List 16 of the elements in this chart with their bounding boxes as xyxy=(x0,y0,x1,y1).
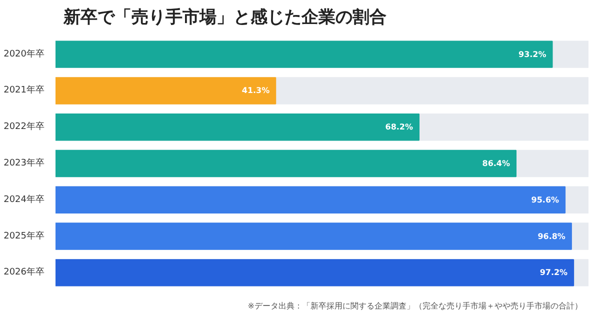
chart-title: 新卒で「売り手市場」と感じた企業の割合 xyxy=(62,8,386,28)
data-label: 96.8% xyxy=(538,232,566,241)
data-label: 41.3% xyxy=(242,86,270,96)
data-label: 93.2% xyxy=(518,50,546,59)
y-tick-label: 2026年卒 xyxy=(4,266,44,278)
data-label: 95.6% xyxy=(531,195,560,204)
y-tick-label: 2024年卒 xyxy=(4,194,44,205)
data-label: 86.4% xyxy=(482,159,510,168)
text: ※データ出典：「新卒採用に関する企業調査」（完全な売り手市場＋やや売り手市場の合計） xyxy=(248,302,582,310)
y-tick-label: 2025年卒 xyxy=(4,230,44,242)
data-label: 68.2% xyxy=(385,122,414,132)
data-label: 97.2% xyxy=(540,268,568,278)
y-tick-label: 2022年卒 xyxy=(4,121,44,132)
y-tick-label: 2023年卒 xyxy=(4,158,44,168)
y-tick-label: 2020年卒 xyxy=(4,48,44,60)
y-tick-label: 2021年卒 xyxy=(4,84,44,96)
